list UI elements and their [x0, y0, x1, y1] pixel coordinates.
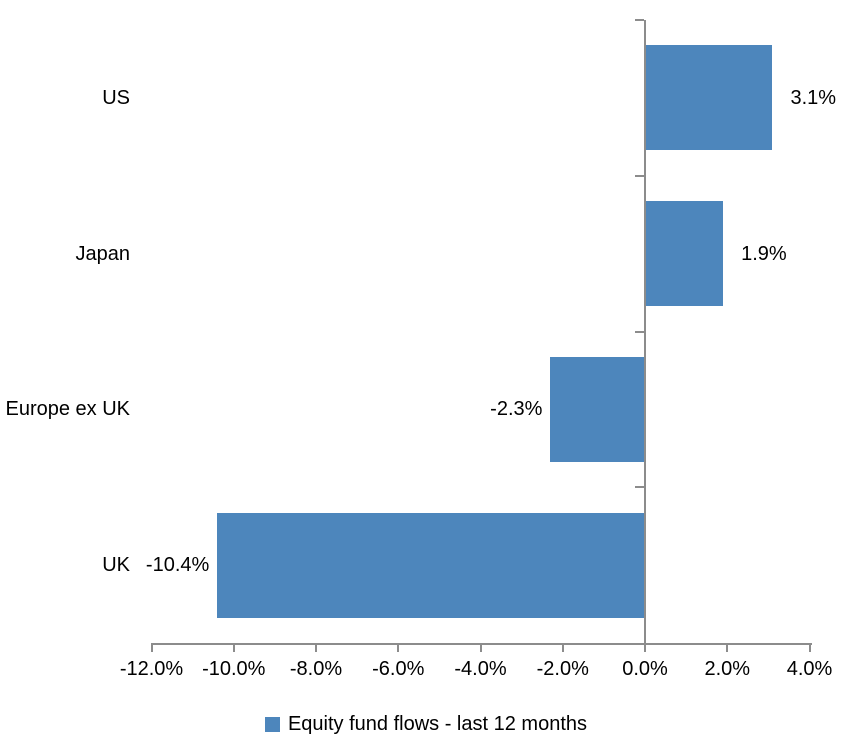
x-axis-tick: [150, 643, 153, 652]
x-axis-line: [151, 643, 812, 645]
bar-europe-ex-uk: [550, 356, 645, 462]
value-label-uk: -10.4%: [145, 554, 210, 577]
x-tick-label: 4.0%: [786, 658, 833, 680]
x-axis-tick: [315, 643, 317, 652]
bar-uk: [217, 512, 645, 618]
x-tick-label: -4.0%: [454, 658, 507, 680]
category-label-uk: UK: [102, 554, 130, 577]
value-label-europe-ex-uk: -2.3%: [490, 398, 543, 421]
y-axis-tick: [635, 174, 644, 177]
x-axis-tick: [397, 643, 400, 652]
x-axis-tick: [808, 643, 811, 652]
x-axis-tick: [479, 643, 482, 652]
value-label-us: 3.1%: [790, 86, 837, 109]
x-tick-label: -6.0%: [372, 658, 425, 680]
x-tick-label: -10.0%: [202, 658, 266, 680]
x-axis-tick: [644, 643, 646, 652]
legend-label: Equity fund flows - last 12 months: [287, 713, 588, 735]
x-tick-label: -2.0%: [536, 658, 589, 680]
category-label-us: US: [102, 86, 130, 109]
x-axis-tick: [561, 643, 564, 652]
category-label-europe-ex-uk: Europe ex UK: [5, 398, 130, 421]
y-axis-tick: [635, 19, 644, 21]
x-axis-tick: [726, 643, 729, 652]
x-tick-label: 2.0%: [704, 658, 751, 680]
bar-us: [645, 45, 773, 151]
legend-swatch-icon: [264, 716, 280, 732]
x-tick-label: -12.0%: [119, 658, 184, 680]
x-tick-label: -8.0%: [289, 658, 343, 680]
y-axis-tick: [635, 486, 644, 489]
y-axis-line: [644, 20, 646, 645]
y-axis-tick: [635, 330, 644, 333]
category-label-japan: Japan: [75, 242, 131, 265]
x-tick-label: 0.0%: [622, 658, 668, 680]
value-label-japan: 1.9%: [741, 242, 787, 265]
x-axis-tick: [232, 643, 235, 652]
bar-japan: [645, 201, 724, 307]
legend: Equity fund flows - last 12 months: [0, 708, 852, 740]
